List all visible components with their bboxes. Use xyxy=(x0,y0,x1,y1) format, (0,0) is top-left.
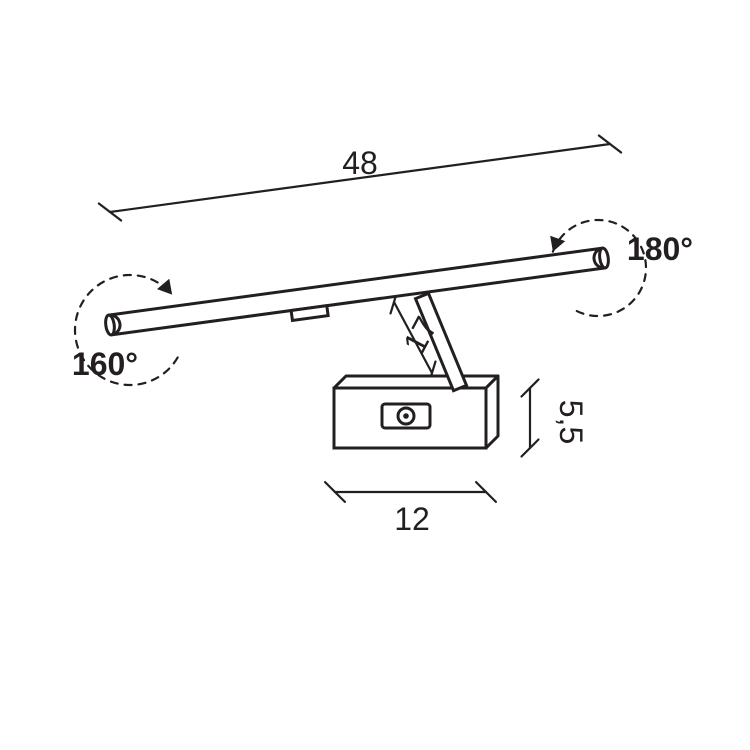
dim-base-width-12: 12 xyxy=(394,501,430,537)
dim-width-48: 48 xyxy=(342,145,378,181)
rotation-right-180: 180° xyxy=(627,231,693,267)
dim-base-height-5-5: 5,5 xyxy=(553,400,589,444)
rotation-left-160: 160° xyxy=(72,346,138,382)
